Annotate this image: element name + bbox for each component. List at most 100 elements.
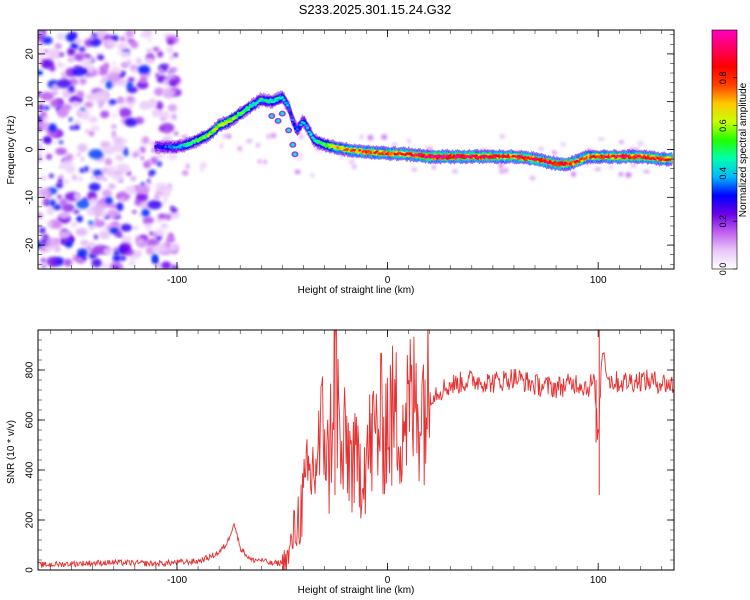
noise-blob (61, 203, 75, 213)
chart-title: S233.2025.301.15.24.G32 (298, 2, 452, 17)
noise-blob (128, 259, 136, 266)
noise-blob (40, 258, 46, 263)
snr-panel: -100 0 100 0 200 400 600 800 Height of straigh… (6, 329, 675, 596)
noise-blob (132, 225, 139, 230)
noise-blob (53, 204, 62, 211)
noise-blob (57, 62, 62, 68)
noise-blob (81, 112, 90, 121)
spectrogram-y-label: Frequency (Hz) (6, 116, 17, 185)
noise-blob (93, 234, 99, 240)
noise-blob (167, 103, 178, 112)
noise-blob (76, 90, 85, 99)
noise-blob (69, 78, 79, 86)
noise-blob (630, 164, 637, 168)
noise-blob (140, 32, 146, 38)
noise-blob (135, 57, 142, 65)
noise-blob (57, 107, 68, 118)
ridge-segment (366, 149, 370, 153)
ridge-blob (280, 112, 285, 116)
noise-blob (170, 66, 178, 73)
noise-blob (81, 107, 85, 111)
noise-blob (115, 163, 130, 174)
noise-blob (46, 256, 59, 267)
noise-blob (570, 171, 577, 177)
noise-blob (57, 78, 72, 89)
noise-blob (56, 32, 66, 41)
noise-blob (105, 196, 113, 204)
noise-blob (71, 174, 78, 181)
noise-blob (111, 143, 126, 153)
noise-blob (161, 202, 166, 206)
noise-blob (298, 133, 305, 140)
noise-blob (95, 99, 102, 104)
ridge-segment (297, 125, 301, 129)
noise-blob (132, 69, 139, 74)
noise-blob (70, 220, 78, 228)
noise-blob (41, 59, 55, 69)
noise-blob (200, 162, 208, 168)
noise-blob (299, 152, 303, 158)
noise-blob (67, 58, 75, 63)
x-tick-label: 100 (590, 575, 607, 586)
noise-blob (88, 225, 95, 230)
ridge-segment (292, 123, 296, 126)
noise-blob (270, 132, 277, 139)
noise-blob (167, 38, 174, 46)
noise-blob (159, 110, 171, 120)
noise-blob (367, 134, 374, 141)
noise-blob (43, 105, 50, 111)
noise-blob (41, 234, 49, 240)
noise-blob (156, 74, 166, 83)
noise-blob (67, 47, 76, 56)
noise-blob (129, 64, 139, 72)
noise-blob (166, 69, 172, 75)
noise-blob (95, 174, 105, 181)
noise-blob (57, 177, 63, 184)
noise-blob (38, 212, 44, 219)
ridge-blob (276, 119, 280, 123)
noise-blob (412, 167, 417, 172)
noise-blob (160, 222, 169, 230)
noise-blob (135, 234, 140, 240)
y-tick-label: 20 (25, 48, 36, 60)
noise-blob (105, 80, 113, 90)
noise-blob (153, 87, 165, 96)
noise-blob (77, 143, 88, 153)
ridge-segment (656, 156, 660, 160)
noise-blob (108, 99, 117, 105)
noise-blob (104, 157, 113, 166)
noise-blob (47, 155, 52, 159)
noise-blob (499, 133, 505, 139)
noise-blob (63, 178, 69, 185)
noise-blob (166, 46, 174, 54)
noise-blob (50, 98, 64, 108)
noise-blob (56, 194, 62, 200)
noise-blob (38, 224, 42, 230)
noise-blob (79, 167, 85, 174)
noise-blob (55, 182, 64, 189)
noise-blob (102, 77, 106, 82)
noise-blob (219, 143, 224, 149)
spectrogram-ridge (154, 90, 674, 172)
noise-blob (133, 250, 143, 258)
noise-blob (60, 63, 67, 68)
ridge-segment (294, 125, 298, 128)
noise-blob (124, 186, 135, 195)
noise-blob (89, 197, 98, 207)
y-tick-label: 0 (25, 567, 36, 573)
ridge-segment (287, 107, 291, 111)
noise-blob (351, 164, 357, 169)
noise-blob (95, 67, 100, 72)
noise-blob (262, 159, 268, 164)
ridge-segment (307, 130, 311, 134)
noise-blob (142, 216, 154, 225)
noise-blob (109, 227, 119, 234)
noise-blob (80, 157, 85, 161)
noise-blob (391, 142, 398, 146)
ridge-blob (293, 152, 297, 156)
ridge-segment (220, 124, 224, 127)
noise-blob (113, 250, 120, 256)
y-tick-label: -20 (25, 237, 36, 252)
noise-blob (310, 173, 314, 178)
noise-blob (88, 130, 95, 137)
